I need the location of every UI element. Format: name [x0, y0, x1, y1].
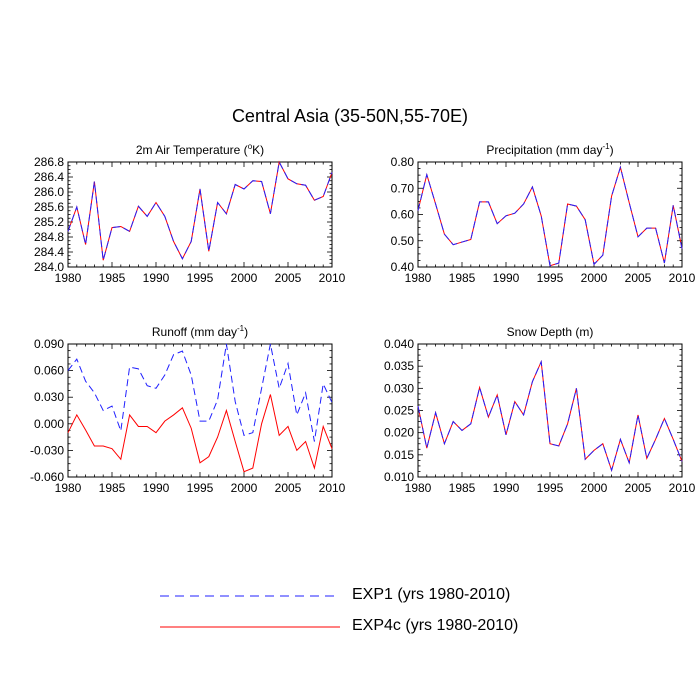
x-tick-label: 2000 [581, 271, 608, 285]
y-tick-label: 0.70 [391, 181, 415, 195]
y-tick-label: 0.090 [34, 337, 64, 351]
y-tick-label: 0.50 [391, 234, 415, 248]
x-tick-label: 1980 [405, 481, 432, 495]
x-tick-label: 2010 [669, 481, 696, 495]
x-tick-label: 1985 [99, 271, 126, 285]
y-tick-label: 0.60 [391, 208, 415, 222]
y-tick-label: 285.6 [34, 200, 64, 214]
plot-frame [417, 161, 683, 268]
series-line-exp1 [417, 359, 683, 473]
x-tick-label: 2005 [275, 271, 302, 285]
y-tick-label: 284.0 [34, 260, 64, 274]
chart-panel-3: Runoff (mm day-1) 1980 1985 1990 1995 2000 200… [30, 324, 346, 495]
plot-frame [67, 161, 333, 268]
y-tick-label: 0.40 [391, 260, 415, 274]
x-tick-label: 1980 [55, 481, 82, 495]
legend-label-exp4c: EXP4c (yrs 1980-2010) [352, 617, 519, 634]
panel-title: Snow Depth (m) [507, 325, 594, 339]
series-line-exp4c [417, 359, 683, 473]
figure-title: Central Asia (35-50N,55-70E) [231, 106, 469, 126]
y-tick-label: 0.000 [34, 417, 64, 431]
y-tick-label: 0.025 [384, 404, 414, 418]
y-tick-label: 0.80 [391, 155, 415, 169]
x-tick-label: 1985 [99, 481, 126, 495]
chart-panel-2: Precipitation (mm day-1) 1980 1985 1990 1995… [391, 142, 696, 285]
x-tick-label: 2005 [275, 481, 302, 495]
y-tick-label: 0.040 [384, 337, 414, 351]
x-tick-label: 1990 [493, 271, 520, 285]
legend-line-exp4c [160, 626, 340, 628]
panel-title: Runoff (mm day-1) [152, 324, 248, 339]
panel-title: 2m Air Temperature (oK) [136, 142, 264, 157]
panel-title: Precipitation (mm day-1) [486, 142, 613, 157]
x-tick-label: 2005 [625, 481, 652, 495]
x-tick-label: 1990 [493, 481, 520, 495]
x-tick-label: 1985 [449, 271, 476, 285]
series-line-exp4c [417, 165, 683, 267]
y-tick-label: -0.060 [30, 470, 64, 484]
x-tick-label: 2010 [319, 271, 346, 285]
x-tick-label: 1990 [143, 481, 170, 495]
y-tick-label: 0.035 [384, 359, 414, 373]
y-tick-label: 0.030 [34, 390, 64, 404]
y-tick-label: 286.8 [34, 155, 64, 169]
x-tick-label: 1995 [537, 481, 564, 495]
legend-label-exp1: EXP1 (yrs 1980-2010) [352, 586, 511, 603]
x-tick-label: 1980 [55, 271, 82, 285]
x-tick-label: 2000 [231, 481, 258, 495]
chart-panel-1: 2m Air Temperature (oK) 1980 1985 1990 1995 2… [34, 142, 346, 285]
x-tick-label: 1980 [405, 271, 432, 285]
x-tick-label: 1995 [187, 481, 214, 495]
x-tick-label: 2005 [625, 271, 652, 285]
plot-frame [417, 343, 683, 478]
x-tick-label: 1990 [143, 271, 170, 285]
series-line-exp1 [67, 160, 333, 261]
y-tick-label: 0.015 [384, 448, 414, 462]
y-tick-label: 286.0 [34, 185, 64, 199]
x-tick-label: 2010 [669, 271, 696, 285]
y-tick-label: 284.4 [34, 245, 64, 259]
x-tick-label: 2000 [581, 481, 608, 495]
y-tick-label: 286.4 [34, 170, 64, 184]
x-tick-label: 2010 [319, 481, 346, 495]
x-tick-label: 1995 [537, 271, 564, 285]
y-tick-label: 0.060 [34, 364, 64, 378]
legend-line-exp1 [160, 595, 340, 597]
x-tick-label: 1995 [187, 271, 214, 285]
series-line-exp1 [67, 343, 333, 442]
x-tick-label: 1985 [449, 481, 476, 495]
y-tick-label: 284.8 [34, 230, 64, 244]
y-tick-label: 0.030 [384, 381, 414, 395]
series-line-exp1 [417, 165, 683, 267]
plot-frame [67, 343, 333, 478]
x-tick-label: 2000 [231, 271, 258, 285]
y-tick-label: 0.010 [384, 470, 414, 484]
y-tick-label: -0.030 [30, 443, 64, 457]
y-tick-label: 285.2 [34, 215, 64, 229]
series-line-exp4c [67, 394, 333, 473]
y-tick-label: 0.020 [384, 426, 414, 440]
chart-panel-4: Snow Depth (m) 1980 1985 1990 1995 2000 2005 20… [384, 325, 696, 495]
